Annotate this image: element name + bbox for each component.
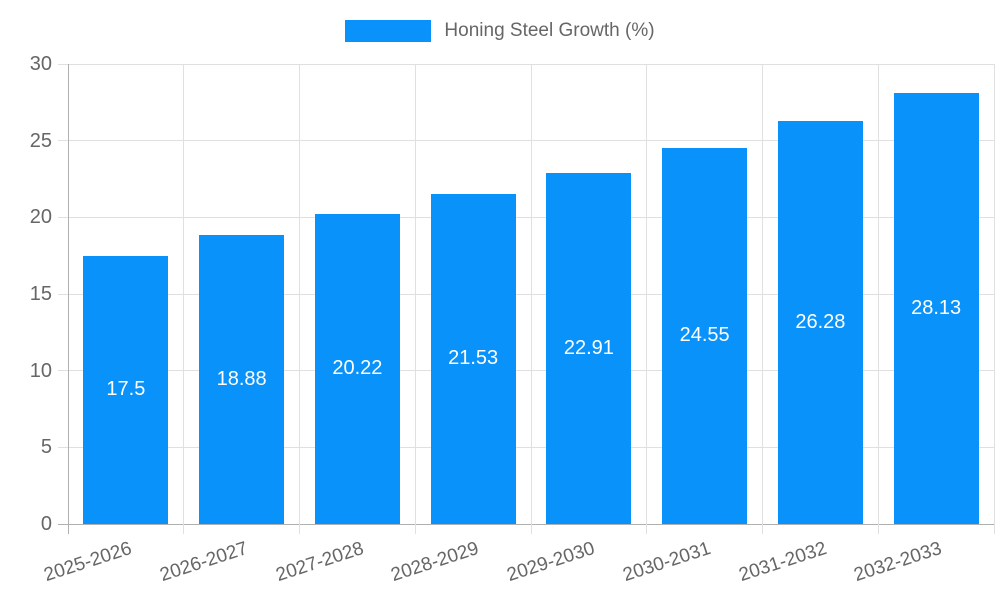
bar[interactable]: 24.55 [662,147,748,524]
bar[interactable]: 18.88 [199,234,285,524]
bar[interactable]: 20.22 [314,213,400,524]
bar-value-label: 26.28 [795,311,846,333]
v-gridline [993,64,995,534]
h-gridline [58,293,994,295]
y-axis-tick-label: 30 [29,53,52,75]
legend: Honing Steel Growth (%) [0,20,1000,42]
v-gridline [299,64,300,534]
legend-label: Honing Steel Growth (%) [444,20,655,41]
x-axis-tick-label: 2028-2029 [388,538,482,587]
y-axis-tick-label: 10 [29,359,52,382]
bar[interactable]: 26.28 [777,121,863,524]
y-axis-tick-label: 5 [40,436,52,459]
bar-value-label: 24.55 [679,324,730,347]
x-axis-tick-label: 2029-2030 [504,538,598,587]
v-gridline [877,64,879,534]
h-gridline [58,446,994,448]
y-axis-tick-label: 25 [29,129,52,152]
bar[interactable]: 21.53 [430,193,516,524]
h-gridline [58,216,994,218]
x-axis-tick-label: 2030-2031 [620,538,714,587]
x-axis-tick-label: 2031-2032 [735,538,829,587]
bar[interactable]: 17.5 [83,255,169,524]
v-gridline [414,64,416,534]
bar-value-label: 17.5 [106,378,146,401]
bar-value-label: 18.88 [216,367,267,390]
x-axis-tick-label: 2025-2026 [41,538,135,587]
y-axis-tick-label: 15 [29,283,52,305]
x-axis-tick-label: 2026-2027 [157,538,251,587]
x-axis-tick-label: 2027-2028 [272,538,366,587]
legend-swatch [345,20,432,42]
y-axis-tick-label: 0 [40,513,52,535]
v-gridline [183,64,185,534]
bar-value-label: 21.53 [448,347,499,370]
bar[interactable]: 22.91 [546,172,632,524]
bar-value-label: 20.22 [332,357,383,380]
v-gridline [762,64,763,534]
bar-value-label: 22.91 [563,336,614,359]
bar-value-label: 28.13 [911,296,962,319]
x-axis-tick-label: 2032-2033 [851,538,945,587]
h-gridline [58,63,994,65]
v-gridline [530,64,532,534]
v-gridline [646,64,648,534]
y-axis-line [67,64,69,534]
h-gridline [58,370,994,372]
y-axis-tick-label: 20 [29,206,52,229]
h-gridline [58,140,994,142]
x-axis-line [58,523,994,525]
bar[interactable]: 28.13 [893,92,979,524]
legend-item[interactable]: Honing Steel Growth (%) [345,20,655,42]
